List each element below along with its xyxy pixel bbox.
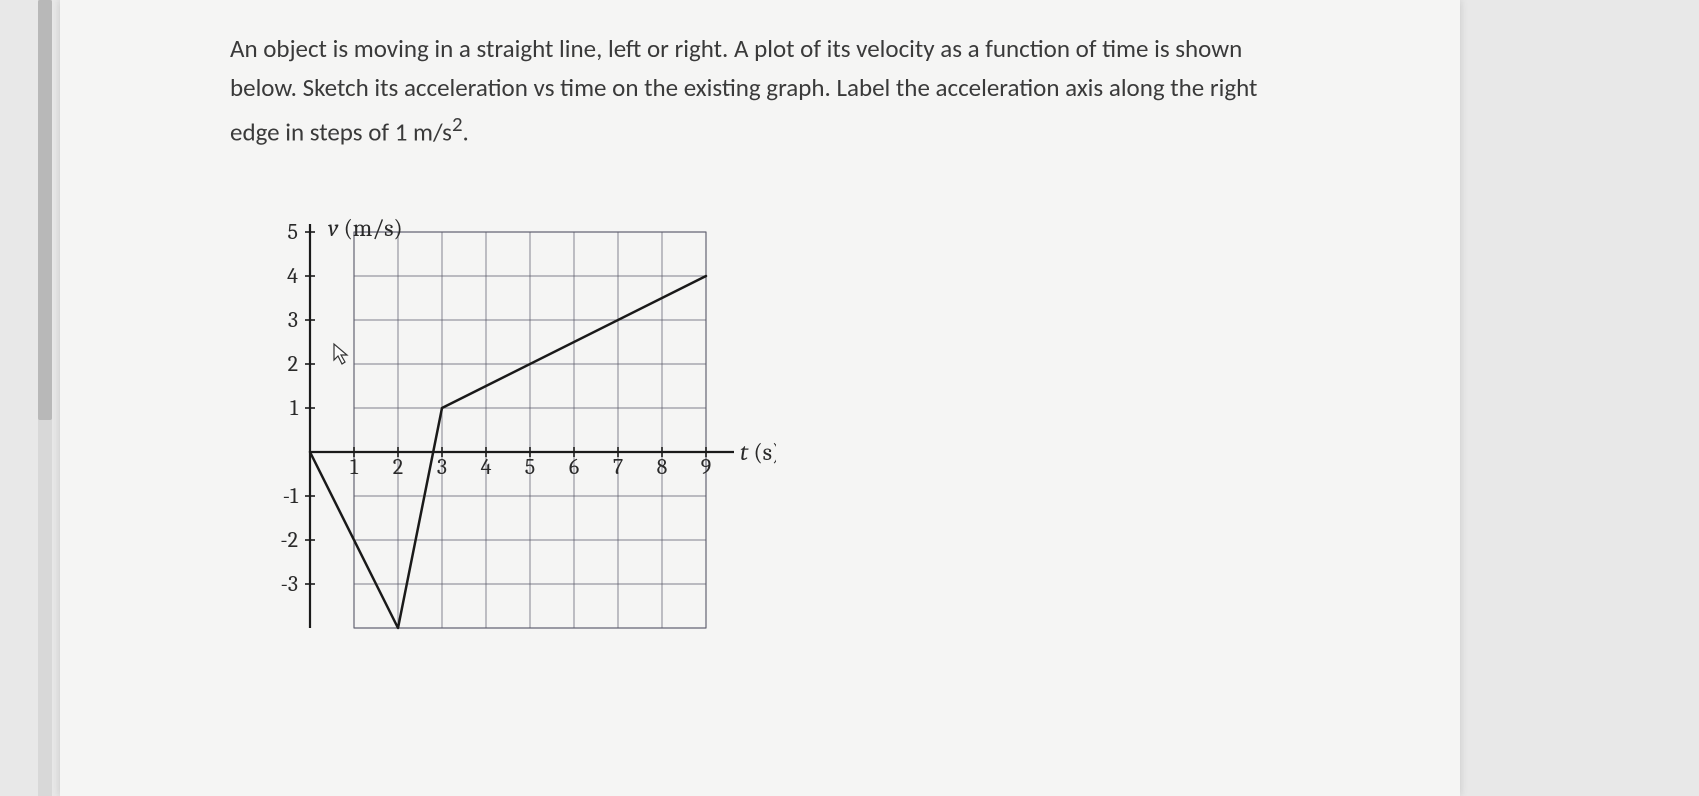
svg-text:7: 7: [613, 454, 623, 480]
q-line1: An object is moving in a straight line, …: [230, 33, 1242, 64]
svg-text:4: 4: [287, 263, 298, 289]
svg-text:5: 5: [288, 219, 298, 245]
q-line3-suffix: .: [463, 116, 469, 147]
svg-text:-1: -1: [283, 483, 299, 509]
svg-text:1: 1: [290, 395, 299, 421]
svg-text:1: 1: [350, 454, 359, 480]
velocity-chart: 1 2 3 4 5 6 7 8 9 1 2 3 4 5 -1 -2 -3 v (m/s) t (s): [260, 212, 1290, 653]
q-line3-sup: 2: [452, 111, 463, 137]
svg-text:4: 4: [481, 454, 492, 480]
q-line2: below. Sketch its acceleration vs time o…: [230, 72, 1257, 103]
svg-text:5: 5: [525, 454, 535, 480]
document-page: An object is moving in a straight line, …: [60, 0, 1460, 796]
svg-text:9: 9: [701, 454, 712, 480]
q-line3-prefix: edge in steps of 1 m/s: [230, 116, 452, 147]
chart-svg: 1 2 3 4 5 6 7 8 9 1 2 3 4 5 -1 -2 -3 v (m/s) t (s): [260, 212, 776, 648]
svg-text:3: 3: [288, 307, 298, 333]
svg-text:-3: -3: [281, 571, 298, 597]
svg-text:t (s): t (s): [740, 438, 776, 466]
svg-text:3: 3: [437, 454, 447, 480]
scrollbar-thumb[interactable]: [38, 0, 52, 420]
svg-text:2: 2: [288, 351, 298, 377]
svg-text:6: 6: [569, 454, 579, 480]
question-text: An object is moving in a straight line, …: [230, 30, 1290, 152]
svg-text:-2: -2: [280, 527, 298, 553]
svg-text:8: 8: [657, 454, 668, 480]
svg-text:2: 2: [393, 454, 403, 480]
svg-text:v (m/s): v (m/s): [328, 214, 403, 242]
